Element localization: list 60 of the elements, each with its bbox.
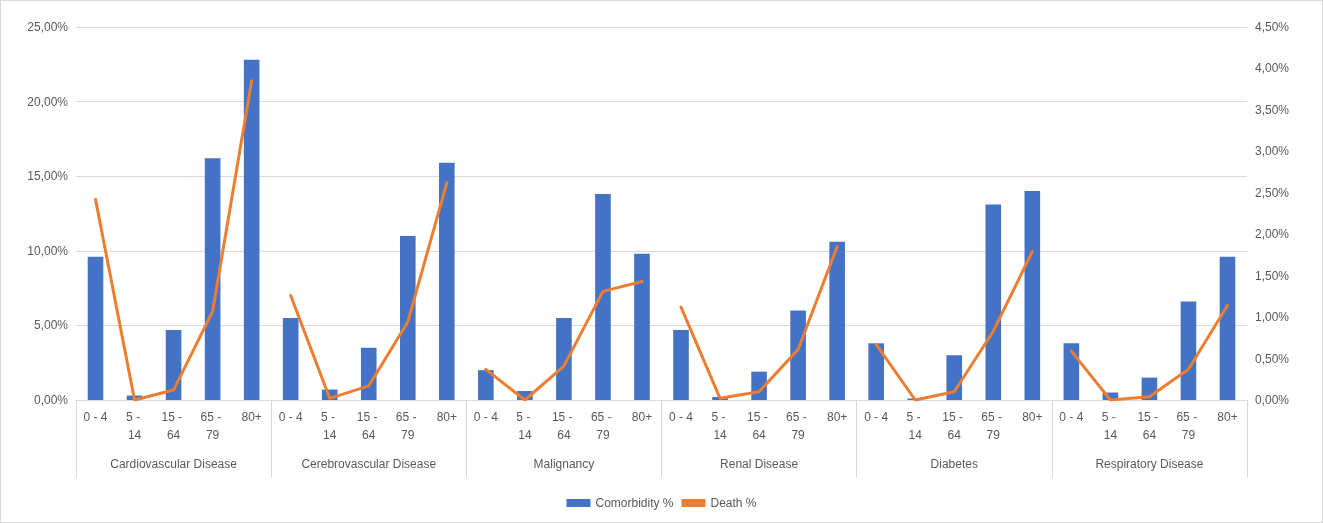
y-tick-label: 15,00% bbox=[27, 169, 69, 184]
legend-label: Comorbidity % bbox=[595, 496, 674, 510]
x-tick-label: 65 - 79 bbox=[200, 410, 225, 442]
bar bbox=[1180, 301, 1197, 400]
y2-tick-label: 0,50% bbox=[1255, 351, 1290, 366]
x-tick-label: 65 - 79 bbox=[395, 410, 420, 442]
y-tick-label: 10,00% bbox=[27, 243, 69, 258]
y2-tick-label: 1,00% bbox=[1255, 310, 1290, 325]
x-tick-label: 15 - 64 bbox=[551, 410, 576, 442]
y2-tick-label: 3,00% bbox=[1255, 144, 1290, 159]
x-tick-label: 15 - 64 bbox=[942, 410, 967, 442]
x-tick-label: 5 - 14 bbox=[516, 410, 534, 442]
x-tick-label: 80+ bbox=[436, 410, 457, 424]
text: Diabetes bbox=[930, 457, 978, 471]
y2-tick-label: 4,00% bbox=[1255, 61, 1290, 76]
x-tick-label: 65 - 79 bbox=[1176, 410, 1201, 442]
bar bbox=[204, 158, 221, 400]
y-tick-label: 25,00% bbox=[27, 20, 69, 34]
x-tick-label: 5 - 14 bbox=[1101, 410, 1120, 442]
x-tick-label: 5 - 14 bbox=[321, 410, 339, 442]
x-tick-label: 65 - 79 bbox=[981, 410, 1006, 442]
x-tick-label: 80+ bbox=[631, 410, 653, 424]
y2-tick-label: 1,50% bbox=[1255, 268, 1290, 283]
y2-tick-label: 4,50% bbox=[1255, 20, 1290, 34]
x-tick-label: 5 - 14 bbox=[125, 410, 144, 442]
y2-tick-label: 2,00% bbox=[1255, 227, 1290, 242]
y2-tick-label: 2,50% bbox=[1255, 185, 1290, 200]
y2-tick-label: 0,00% bbox=[1255, 393, 1290, 407]
x-tick-label: 80+ bbox=[241, 410, 262, 424]
x-tick-label: 80+ bbox=[1217, 410, 1238, 424]
x-tick-label: 15 - 64 bbox=[356, 410, 381, 442]
text: Malignancy bbox=[533, 457, 595, 471]
x-tick-label: 0 - 4 bbox=[864, 410, 889, 424]
x-tick-label: 65 - 79 bbox=[590, 410, 615, 442]
legend-label: Death % bbox=[710, 496, 757, 510]
y-tick-label: 20,00% bbox=[27, 94, 69, 109]
x-tick-label: 0 - 4 bbox=[669, 410, 694, 424]
y2-tick-label: 3,50% bbox=[1255, 102, 1290, 117]
x-tick-label: 0 - 4 bbox=[1059, 410, 1084, 424]
x-tick-label: 0 - 4 bbox=[278, 410, 304, 424]
text: Renal Disease bbox=[720, 457, 799, 471]
x-tick-label: 15 - 64 bbox=[747, 410, 772, 442]
text: Cardiovascular Disease bbox=[110, 457, 238, 471]
bar bbox=[1063, 343, 1080, 400]
text: Cerebrovascular Disease bbox=[301, 457, 437, 471]
x-tick-label: 15 - 64 bbox=[161, 410, 186, 442]
x-tick-label: 5 - 14 bbox=[711, 410, 729, 442]
bar bbox=[87, 256, 104, 400]
x-tick-label: 15 - 64 bbox=[1137, 410, 1162, 442]
x-tick-label: 0 - 4 bbox=[473, 410, 499, 424]
x-tick-label: 65 - 79 bbox=[786, 410, 811, 442]
y-tick-label: 5,00% bbox=[33, 318, 69, 333]
x-tick-label: 5 - 14 bbox=[906, 410, 924, 442]
x-tick-label: 80+ bbox=[826, 410, 848, 424]
bar bbox=[243, 59, 260, 400]
x-tick-label: 0 - 4 bbox=[83, 410, 108, 424]
bar bbox=[1219, 256, 1236, 400]
x-tick-label: 80+ bbox=[1022, 410, 1043, 424]
text: Respiratory Disease bbox=[1095, 457, 1204, 471]
y-tick-label: 0,00% bbox=[33, 393, 69, 407]
